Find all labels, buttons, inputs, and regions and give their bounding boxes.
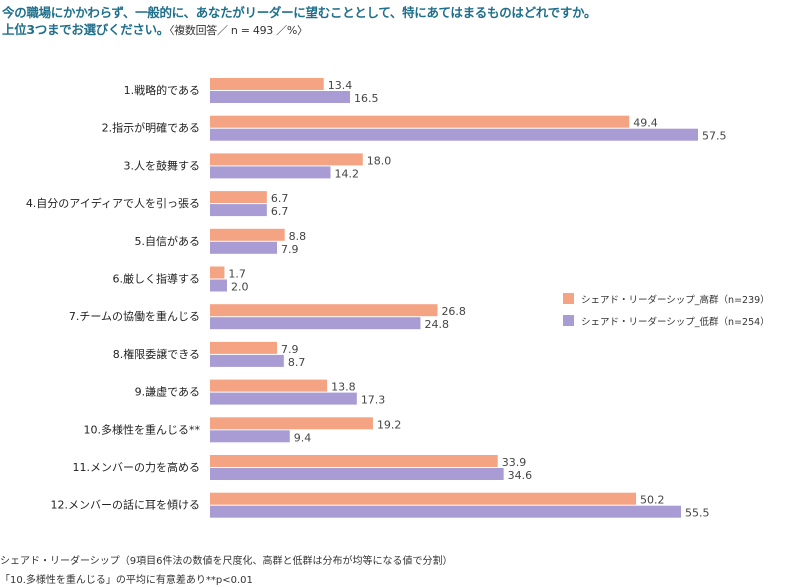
category-label: 10.多様性を重んじる** <box>84 422 201 436</box>
data-label: 7.9 <box>281 243 299 256</box>
footnote-1: シェアド・リーダーシップ（9項目6件法の数値を尺度化、高群と低群は分布が均等にな… <box>0 556 453 567</box>
bar-high <box>210 153 363 166</box>
category-label: 9.謙虚である <box>135 386 200 399</box>
title-line2: 上位3つまでお選びください。 <box>2 22 169 37</box>
legend-label: シェアド・リーダーシップ_低群（n=254） <box>581 316 770 328</box>
bar-high <box>210 228 285 241</box>
bar-high <box>210 78 324 90</box>
bar-low <box>210 91 351 103</box>
data-label: 2.0 <box>231 281 249 294</box>
legend-swatch <box>563 315 574 326</box>
legend-swatch <box>563 293 574 304</box>
data-label: 33.9 <box>502 456 527 469</box>
bar-low <box>210 128 698 141</box>
bar-high <box>210 455 498 467</box>
category-label: 7.チームの協働を重んじる <box>69 309 200 323</box>
category-label: 5.自信がある <box>135 234 201 248</box>
bar-high <box>210 304 438 317</box>
bar-low <box>210 166 331 179</box>
data-label: 55.5 <box>685 507 710 520</box>
category-label: 11.メンバーの力を高める <box>73 460 201 474</box>
title-note: 〈複数回答／ n = 493 ／%〉 <box>169 24 308 37</box>
category-label: 6.厳しく指導する <box>113 272 201 286</box>
bar-low <box>210 317 421 330</box>
data-label: 57.5 <box>702 130 727 143</box>
bar-low <box>210 354 284 367</box>
data-label: 8.7 <box>288 356 306 369</box>
footnote-2: 「10.多様性を重んじる」の平均に有意差あり**p<0.01 <box>0 575 253 586</box>
data-label: 13.8 <box>331 381 356 394</box>
data-label: 19.2 <box>377 418 402 431</box>
bar-high <box>210 191 267 204</box>
bar-high <box>210 417 373 430</box>
category-label: 12.メンバーの話に耳を傾ける <box>51 498 201 512</box>
bar-low <box>210 392 357 405</box>
bar-low <box>210 430 290 443</box>
bar-high <box>210 115 630 128</box>
data-label: 49.4 <box>633 117 658 130</box>
data-label: 9.4 <box>294 431 312 444</box>
bar-high <box>210 341 278 354</box>
data-label: 7.9 <box>281 343 299 356</box>
title-line1: 今の職場にかかわらず、一般的に、あなたがリーダーに望むこととして、特にあてはまる… <box>2 5 597 20</box>
chart-title: 今の職場にかかわらず、一般的に、あなたがリーダーに望むこととして、特にあてはまる… <box>2 4 596 39</box>
bar-high <box>210 492 637 505</box>
data-label: 14.2 <box>335 167 360 180</box>
data-label: 1.7 <box>228 268 246 281</box>
data-label: 18.0 <box>367 154 392 167</box>
data-label: 6.7 <box>271 192 289 205</box>
bar-low <box>210 241 278 254</box>
data-label: 34.6 <box>508 469 533 482</box>
bar-low <box>210 468 504 480</box>
category-label: 1.戦略的である <box>124 83 200 97</box>
bar-high <box>210 379 328 392</box>
bar-low <box>210 505 682 518</box>
category-label: 3.人を鼓舞する <box>124 158 201 172</box>
data-label: 6.7 <box>271 205 289 218</box>
data-label: 8.8 <box>289 230 307 243</box>
legend-label: シェアド・リーダーシップ_高群（n=239） <box>581 294 770 306</box>
data-label: 24.8 <box>424 318 449 331</box>
category-label: 8.権限委譲できる <box>113 347 200 361</box>
category-label: 4.自分のアイディアで人を引っ張る <box>26 196 200 210</box>
bar-low <box>210 279 227 292</box>
bar-low <box>210 204 267 217</box>
data-label: 13.4 <box>328 79 353 92</box>
bar-high <box>210 266 225 279</box>
data-label: 26.8 <box>441 305 466 318</box>
data-label: 16.5 <box>354 92 379 105</box>
data-label: 17.3 <box>361 394 386 407</box>
category-label: 2.指示が明確である <box>102 121 200 135</box>
data-label: 50.2 <box>640 494 665 507</box>
